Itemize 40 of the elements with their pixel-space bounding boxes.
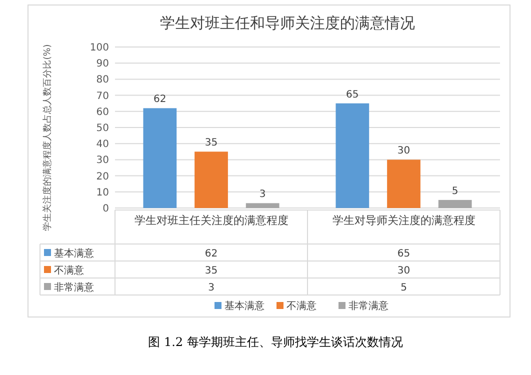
bar <box>438 200 472 208</box>
data-label: 65 <box>397 248 410 260</box>
data-label: 5 <box>400 282 407 294</box>
y-tick-label: 70 <box>96 90 109 102</box>
text: 65 <box>346 89 359 100</box>
text: 5 <box>452 186 458 197</box>
y-tick-label: 100 <box>90 42 109 54</box>
data-label: 62 <box>204 248 218 260</box>
bar <box>336 103 370 208</box>
text: 62 <box>154 94 166 106</box>
data-label: 3 <box>208 282 214 294</box>
text: 基本满意 <box>224 301 264 312</box>
text: 不满意 <box>54 266 84 276</box>
y-tick-label: 90 <box>96 58 109 70</box>
chart-title: 学生对班主任和导师关注度的满意情况 <box>160 14 415 32</box>
caption: 图 1.2 每学期班主任、导师找学生谈话次数情况 <box>148 335 403 349</box>
legend-label: 基本满意 <box>54 248 94 260</box>
text: 35 <box>204 138 218 149</box>
bar <box>143 108 177 208</box>
x-tick-label: 学生对班主任关注度的满意程度 <box>134 214 288 227</box>
y-tick-label: 0 <box>102 204 109 214</box>
y-tick-label: 20 <box>96 171 109 182</box>
text: 30 <box>397 146 410 157</box>
legend-label: 不满意 <box>286 300 316 312</box>
y-tick-label: 50 <box>96 123 109 134</box>
data-label: 30 <box>397 266 410 276</box>
y-tick-label: 10 <box>96 187 109 198</box>
y-tick-label: 30 <box>96 155 109 166</box>
y-axis-title: 学生关注度的满意程度人数占总人数百分比(%) <box>42 44 53 231</box>
bar <box>194 152 228 208</box>
y-tick-label: 40 <box>96 139 109 150</box>
text: 非常满意 <box>54 282 94 294</box>
data-label: 35 <box>204 266 218 276</box>
y-tick-label: 60 <box>96 106 109 118</box>
y-tick-label: 80 <box>96 74 109 86</box>
x-tick-label: 学生对导师关注度的满意程度 <box>332 214 476 227</box>
legend-label: 非常满意 <box>348 300 388 312</box>
text: 3 <box>259 189 266 200</box>
bar <box>387 160 420 208</box>
bar <box>246 203 280 208</box>
